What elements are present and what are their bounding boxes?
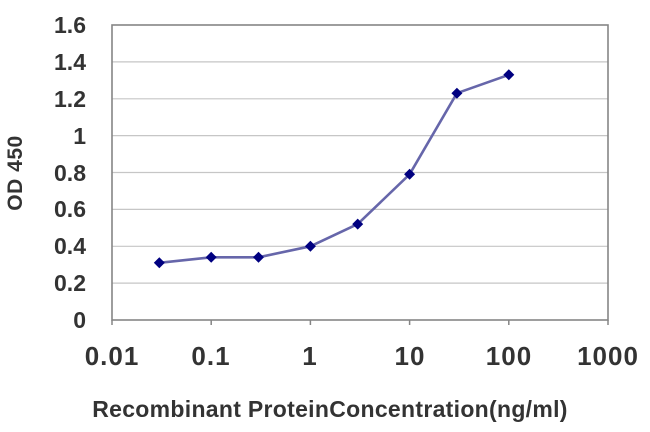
y-tick-label: 1.6 bbox=[54, 12, 86, 38]
data-point-marker bbox=[304, 240, 316, 252]
y-tick-label: 0.6 bbox=[54, 196, 86, 222]
x-tick-label: 100 bbox=[485, 341, 533, 371]
y-tick-label: 1.2 bbox=[54, 86, 86, 112]
x-tick-label: 1 bbox=[302, 341, 318, 371]
data-point-marker bbox=[503, 69, 515, 81]
plot-border bbox=[111, 24, 609, 321]
x-axis-title: Recombinant ProteinConcentration(ng/ml) bbox=[92, 396, 568, 422]
data-point-marker bbox=[205, 251, 217, 263]
y-tick-label: 0.2 bbox=[54, 270, 86, 296]
x-tick-label: 0.1 bbox=[191, 341, 231, 371]
data-point-marker bbox=[253, 251, 264, 263]
x-tick-label: 1000 bbox=[577, 341, 639, 371]
y-tick-label: 0.8 bbox=[54, 160, 86, 186]
data-point-marker bbox=[404, 168, 416, 180]
y-tick-label: 1 bbox=[73, 123, 86, 149]
x-tick-label: 0.01 bbox=[84, 341, 140, 371]
y-tick-label: 1.4 bbox=[54, 49, 86, 75]
x-tick-label: 10 bbox=[394, 341, 426, 371]
data-line bbox=[158, 73, 511, 265]
data-point-marker bbox=[153, 257, 165, 269]
y-tick-label: 0.4 bbox=[54, 233, 86, 259]
y-tick-label: 0 bbox=[73, 307, 86, 333]
data-point-marker bbox=[451, 87, 463, 99]
data-point-marker bbox=[352, 218, 364, 230]
